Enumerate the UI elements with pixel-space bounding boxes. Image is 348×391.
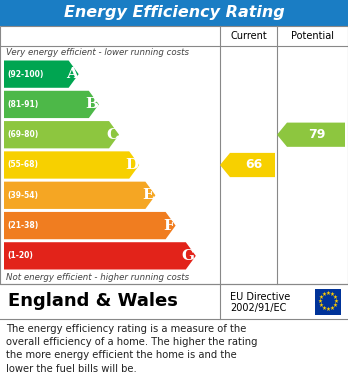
Polygon shape bbox=[4, 212, 176, 239]
Text: 66: 66 bbox=[245, 158, 262, 172]
Text: ★: ★ bbox=[330, 306, 334, 311]
Text: ★: ★ bbox=[332, 295, 337, 300]
Text: (81-91): (81-91) bbox=[7, 100, 38, 109]
Text: Energy Efficiency Rating: Energy Efficiency Rating bbox=[64, 5, 284, 20]
Bar bbox=[0, 319, 348, 391]
Text: 2002/91/EC: 2002/91/EC bbox=[230, 303, 286, 312]
Text: England & Wales: England & Wales bbox=[8, 292, 178, 310]
Text: ★: ★ bbox=[319, 295, 324, 300]
Text: (39-54): (39-54) bbox=[7, 191, 38, 200]
Text: EU Directive: EU Directive bbox=[230, 292, 290, 301]
Text: Not energy efficient - higher running costs: Not energy efficient - higher running co… bbox=[6, 273, 189, 282]
Text: The energy efficiency rating is a measure of the
overall efficiency of a home. T: The energy efficiency rating is a measur… bbox=[6, 324, 258, 373]
Text: ★: ★ bbox=[326, 291, 331, 296]
Text: ★: ★ bbox=[322, 306, 326, 311]
Text: ★: ★ bbox=[322, 292, 326, 297]
Bar bbox=[315, 289, 341, 314]
Text: F: F bbox=[164, 219, 175, 233]
Polygon shape bbox=[4, 121, 119, 148]
Text: (55-68): (55-68) bbox=[7, 160, 38, 170]
Polygon shape bbox=[4, 61, 79, 88]
Text: ★: ★ bbox=[330, 292, 334, 297]
Text: 79: 79 bbox=[308, 128, 326, 141]
Polygon shape bbox=[220, 153, 275, 177]
Text: ★: ★ bbox=[334, 299, 339, 304]
Bar bbox=[0, 0, 348, 26]
Text: Current: Current bbox=[230, 31, 267, 41]
Polygon shape bbox=[4, 91, 99, 118]
Text: ★: ★ bbox=[319, 303, 324, 308]
Text: Very energy efficient - lower running costs: Very energy efficient - lower running co… bbox=[6, 48, 189, 57]
Polygon shape bbox=[4, 242, 196, 269]
Text: B: B bbox=[85, 97, 98, 111]
Text: G: G bbox=[182, 249, 195, 263]
Text: ★: ★ bbox=[326, 307, 331, 312]
Polygon shape bbox=[4, 151, 139, 179]
Text: E: E bbox=[143, 188, 155, 202]
Bar bbox=[0, 284, 348, 319]
Text: (69-80): (69-80) bbox=[7, 130, 38, 139]
Text: (21-38): (21-38) bbox=[7, 221, 38, 230]
Text: (1-20): (1-20) bbox=[7, 251, 33, 260]
Text: ★: ★ bbox=[332, 303, 337, 308]
Text: C: C bbox=[106, 128, 118, 142]
Text: Potential: Potential bbox=[291, 31, 333, 41]
Text: ★: ★ bbox=[318, 299, 323, 304]
Bar bbox=[0, 26, 348, 284]
Polygon shape bbox=[277, 123, 345, 147]
Text: D: D bbox=[125, 158, 138, 172]
Text: (92-100): (92-100) bbox=[7, 70, 44, 79]
Polygon shape bbox=[4, 182, 156, 209]
Text: A: A bbox=[66, 67, 78, 81]
